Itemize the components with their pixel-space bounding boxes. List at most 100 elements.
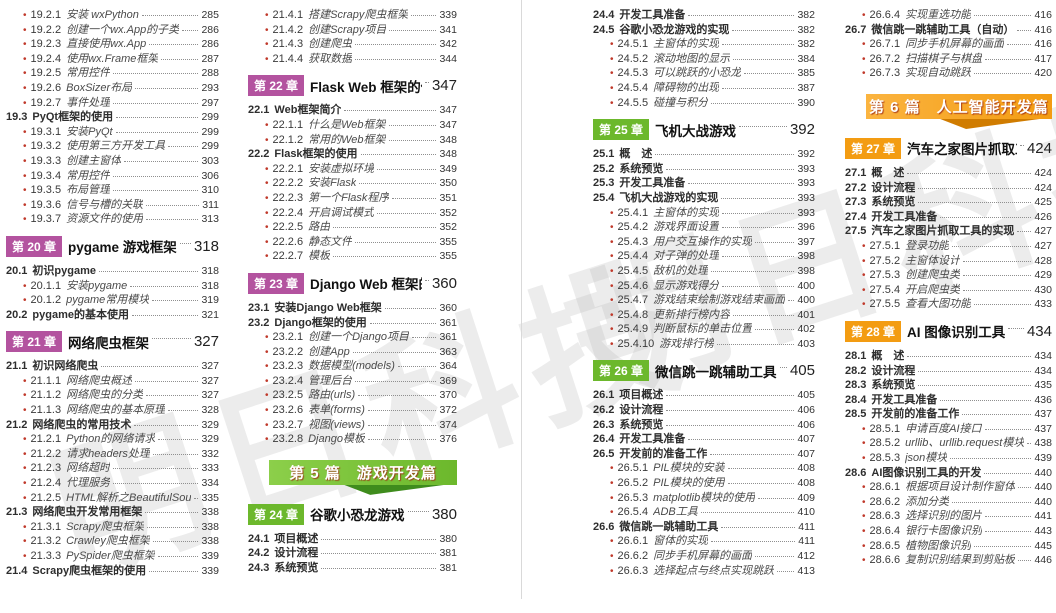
entry-label: ADB工具: [653, 506, 698, 519]
leader-dots: [722, 285, 795, 287]
entry-label: 主窗体的实现: [653, 206, 720, 219]
toc-entry: • 25.4.10 游戏排行榜 403: [593, 337, 815, 352]
leader-dots: [116, 117, 199, 119]
entry-number: 28.5.3: [869, 452, 901, 465]
entry-bullet-icon: •: [862, 68, 866, 80]
entry-label: 同步手机屏幕的画面: [905, 38, 1005, 51]
toc-entry: • 22.2.5 路由 352: [248, 220, 457, 235]
leader-dots: [918, 370, 1032, 372]
leader-dots: [952, 245, 1032, 247]
leader-dots: [411, 15, 437, 16]
leader-dots: [1007, 44, 1032, 46]
entry-label: 设计流程: [619, 404, 664, 417]
leader-dots: [194, 497, 199, 499]
entry-label: 系统预览: [619, 418, 664, 431]
entry-bullet-icon: •: [23, 478, 27, 490]
entry-number: 21.2: [6, 418, 28, 431]
entry-number: 28.6: [845, 466, 867, 479]
entry-page-number: 318: [201, 264, 219, 277]
entry-label: Django模板: [308, 433, 365, 446]
entry-page-number: 372: [439, 404, 457, 417]
chapter-number-badge: 第 25 章: [593, 119, 650, 141]
entry-label: 路由(urls): [308, 389, 356, 402]
entry-page-number: 348: [439, 148, 457, 161]
entry-page-number: 287: [201, 52, 219, 65]
entry-number: 20.1.1: [30, 279, 62, 292]
leader-dots: [985, 516, 1032, 518]
entry-label: 事件处理: [66, 96, 111, 109]
entry-bullet-icon: •: [862, 299, 866, 311]
leader-dots: [727, 483, 795, 485]
entry-page-number: 424: [1034, 166, 1052, 179]
entry-number: 24.5.3: [617, 67, 649, 80]
chapter-page-number: 360: [431, 274, 457, 292]
toc-entry: 28.3 系统预览 435: [845, 378, 1052, 393]
entry-number: 19.2.1: [30, 9, 62, 21]
entry-page-number: 327: [201, 374, 219, 387]
leader-dots: [113, 73, 199, 75]
toc-entry: • 28.6.5 植物图像识别 445: [845, 539, 1052, 554]
entry-label: 网络超时: [66, 462, 111, 475]
entry-bullet-icon: •: [265, 53, 269, 65]
entry-label: 模板: [308, 250, 331, 263]
toc-entry: 19.3 PyQt框架的使用 299: [6, 110, 219, 125]
leader-dots: [367, 410, 437, 412]
entry-number: 25.4.3: [617, 235, 649, 248]
toc-entry: • 23.2.2 创建App 363: [248, 345, 457, 360]
entry-label: 开发工具准备: [619, 433, 686, 446]
toc-entry: • 27.5.1 登录功能 427: [845, 239, 1052, 254]
toc-entry: • 25.4.1 主窗体的实现 393: [593, 206, 815, 221]
entry-number: 21.2.5: [30, 491, 62, 504]
leader-dots: [146, 395, 199, 397]
toc-entry: • 21.3.1 Scrapy爬虫框架 338: [6, 520, 219, 535]
toc-entry: • 19.2.2 创建一个wx.App的子类 286: [6, 23, 219, 38]
leader-dots: [132, 314, 199, 316]
entry-page-number: 380: [439, 532, 457, 545]
entry-number: 24.2: [248, 547, 270, 560]
toc-entry: • 22.2.2 安装Flask 350: [248, 176, 457, 191]
entry-label: 使用第三方开发工具: [66, 140, 166, 153]
entry-bullet-icon: •: [862, 270, 866, 282]
entry-label: 安装Django Web框架: [274, 301, 382, 314]
toc-entry: • 23.2.6 表单(forms) 372: [248, 403, 457, 418]
entry-label: Crawley爬虫框架: [66, 535, 150, 548]
leader-dots: [135, 87, 199, 89]
entry-number: 27.5.3: [869, 269, 901, 282]
entry-number: 28.6.4: [869, 525, 901, 538]
leader-dots: [321, 538, 437, 540]
entry-bullet-icon: •: [23, 199, 27, 211]
leader-dots: [389, 29, 437, 31]
entry-bullet-icon: •: [265, 39, 269, 51]
entry-label: 搭建Scrapy爬虫框架: [308, 9, 409, 21]
entry-page-number: 350: [439, 177, 457, 190]
entry-bullet-icon: •: [862, 255, 866, 267]
entry-label: 申请百度AI接口: [905, 422, 982, 435]
entry-label: 初识pygame: [32, 264, 96, 277]
entry-bullet-icon: •: [23, 536, 27, 548]
leader-dots: [152, 541, 199, 543]
leader-dots: [1019, 144, 1024, 146]
entry-bullet-icon: •: [265, 178, 269, 190]
entry-number: 26.5.1: [617, 462, 649, 475]
toc-entry: • 19.3.1 安装PyQt 299: [6, 125, 219, 140]
entry-bullet-icon: •: [23, 82, 27, 94]
toc-entry: • 23.2.3 数据模型(models) 364: [248, 359, 457, 374]
entry-number: 28.6.3: [869, 510, 901, 523]
entry-number: 26.5.3: [617, 491, 649, 504]
entry-page-number: 381: [439, 547, 457, 560]
entry-bullet-icon: •: [265, 361, 269, 373]
leader-dots: [397, 366, 437, 368]
entry-label: 安装Flask: [308, 177, 357, 190]
entry-label: 游戏排行榜: [659, 337, 715, 350]
leader-dots: [377, 168, 437, 170]
leader-dots: [1008, 327, 1024, 329]
entry-number: 23.2: [248, 316, 270, 329]
entry-label: pygame常用模块: [66, 294, 150, 307]
entry-page-number: 364: [439, 360, 457, 373]
entry-page-number: 441: [1034, 510, 1052, 523]
leader-dots: [721, 526, 796, 528]
entry-bullet-icon: •: [23, 185, 27, 197]
chapter-title: AI 图像识别工具: [907, 325, 1006, 341]
toc-entry: • 22.2.4 开启调试模式 352: [248, 206, 457, 221]
toc-entry: 27.4 开发工具准备 426: [845, 210, 1052, 225]
